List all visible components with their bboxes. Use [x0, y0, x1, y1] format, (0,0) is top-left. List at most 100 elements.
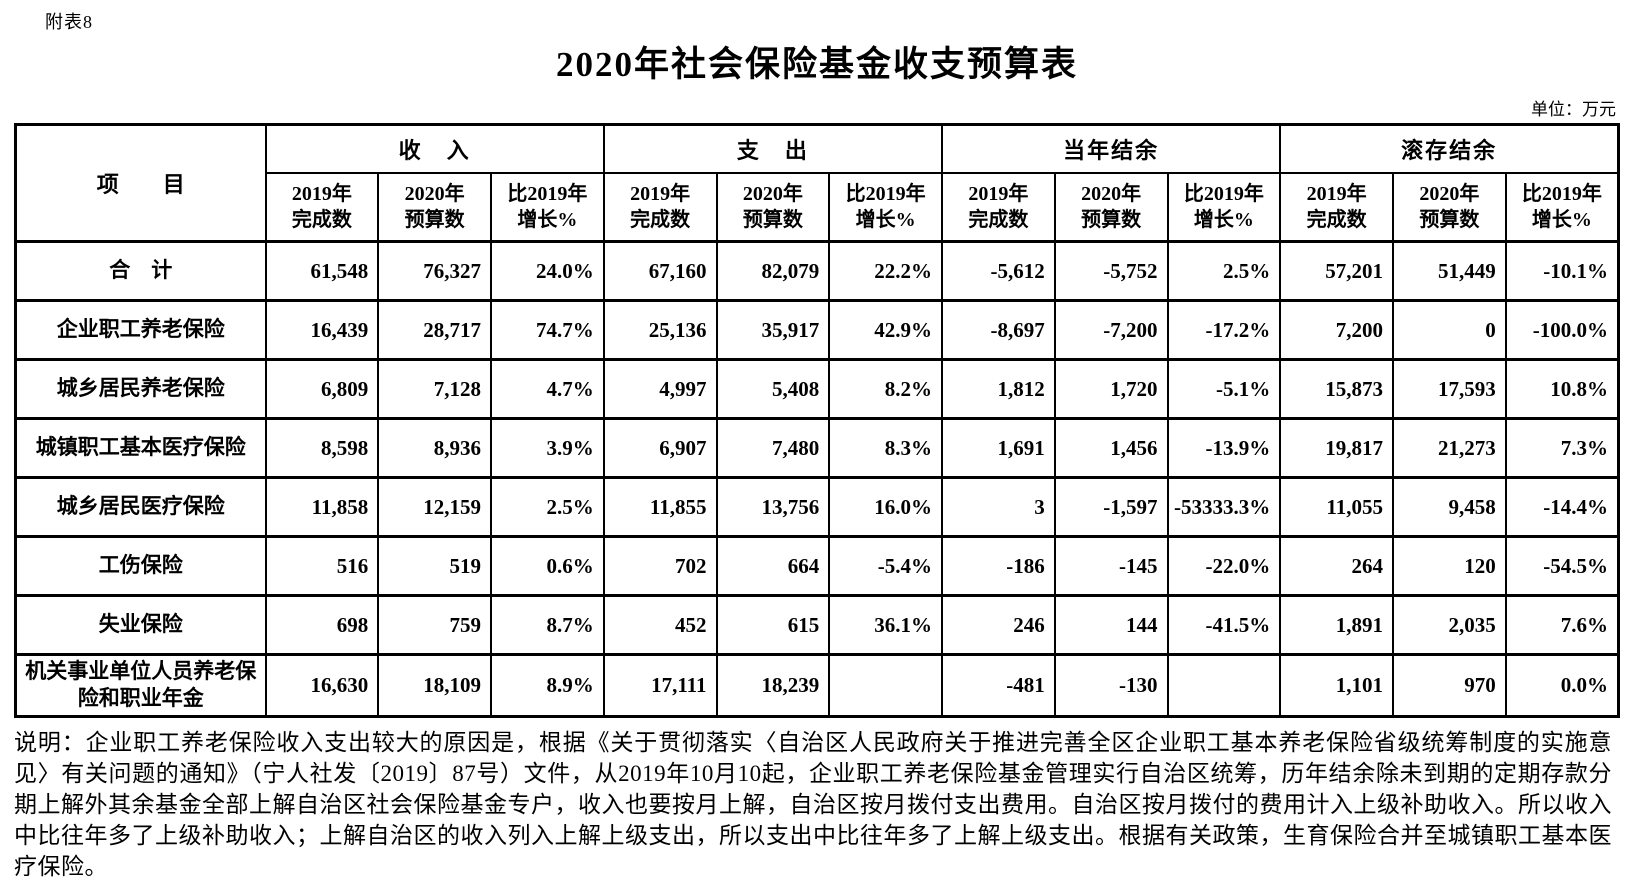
value-cell: 2.5% [490, 476, 605, 538]
value-cell: 17,593 [1392, 358, 1507, 420]
value-cell: 759 [377, 594, 492, 656]
sub-header-line2: 增长% [855, 209, 916, 231]
table-row: 工伤保险 516 519 0.6% 702 664 -5.4% -186 -145 -22.0% 2… [14, 535, 1620, 597]
value-cell: 11,055 [1279, 476, 1394, 538]
sub-header-line2: 增长% [1531, 209, 1592, 231]
sub-header-line1: 2020年 [1419, 183, 1480, 205]
value-cell: 35,917 [715, 299, 831, 361]
value-cell: 67,160 [602, 240, 718, 302]
sub-header-line2: 增长% [517, 209, 578, 231]
value-cell: 1,812 [941, 358, 1056, 420]
value-cell: 8.3% [828, 417, 943, 479]
value-cell: 0 [1392, 299, 1507, 361]
sub-header-line2: 增长% [1193, 209, 1254, 231]
sub-header-line2: 完成数 [291, 209, 352, 231]
value-cell: 22.2% [828, 240, 943, 302]
value-cell: 15,873 [1279, 358, 1394, 420]
value-cell: 120 [1392, 535, 1507, 597]
sub-header-accumulated-balance-2: 比2019年 增长% [1504, 172, 1620, 243]
value-cell: 8.2% [828, 358, 943, 420]
sub-header-expenditure-2: 比2019年 增长% [828, 172, 943, 243]
group-header-row: 项 目 收 入 支 出 当年结余 滚存结余 [14, 123, 1620, 243]
value-cell: 264 [1279, 535, 1394, 597]
value-cell: 664 [715, 535, 831, 597]
row-label: 企业职工养老保险 [14, 299, 267, 361]
sub-header-expenditure-1: 2020年预算数 [715, 172, 831, 243]
value-cell: 970 [1392, 653, 1507, 718]
sub-header-line1: 2019年 [630, 183, 691, 205]
value-cell: 42.9% [828, 299, 943, 361]
value-cell: 51,449 [1392, 240, 1507, 302]
row-label: 工伤保险 [14, 535, 267, 597]
value-cell: 1,891 [1279, 594, 1394, 656]
value-cell: 8,598 [264, 417, 380, 479]
value-cell: 8.9% [490, 653, 605, 718]
page-title: 2020年社会保险基金收支预算表 [555, 45, 1078, 84]
group-header-expenditure: 支 出 [602, 123, 944, 174]
value-cell: 1,691 [941, 417, 1056, 479]
value-cell: 19,817 [1279, 417, 1394, 479]
value-cell: 7,128 [377, 358, 492, 420]
sub-header-income-2: 比2019年 增长% [490, 172, 605, 243]
sub-header-income-1: 2020年 预算数 [377, 172, 492, 243]
value-cell: 8,936 [377, 417, 492, 479]
value-cell: 7,200 [1279, 299, 1394, 361]
sub-header-line1: 2020年 [1081, 183, 1142, 205]
value-cell: 3 [941, 476, 1056, 538]
value-cell: 57,201 [1279, 240, 1394, 302]
value-cell: 4.7% [490, 358, 605, 420]
table-row: 城乡居民医疗保险 11,858 12,159 2.5% 11,855 13,756 16.0… [14, 476, 1620, 538]
sub-header-line2: 预算数 [1081, 209, 1142, 231]
sub-header-accumulated-balance-1: 2020年 预算数 [1392, 172, 1507, 243]
sub-header-line1: 2020年 [742, 183, 803, 205]
value-cell: 76,327 [377, 240, 492, 302]
value-cell: -5,612 [941, 240, 1056, 302]
value-cell: -186 [941, 535, 1056, 597]
value-cell: 452 [602, 594, 718, 656]
table-row: 城镇职工基本医疗保险 8,598 8,936 3.9% 6,907 7,480 8.3% 1,… [14, 417, 1620, 479]
value-cell: 702 [602, 535, 718, 597]
sub-header-line1: 比2019年 [1521, 183, 1602, 205]
value-cell: -5.4% [828, 535, 943, 597]
sub-header-line2: 完成数 [630, 209, 691, 231]
value-cell: 11,858 [264, 476, 380, 538]
value-cell: 0.6% [490, 535, 605, 597]
value-cell: -5.1% [1166, 358, 1282, 420]
table-header: 项 目 收 入 支 出 当年结余 滚存结余 2019年 完成数 2020年 预算数 比2… [14, 123, 1620, 243]
value-cell: 246 [941, 594, 1056, 656]
row-label: 城乡居民养老保险 [14, 358, 267, 420]
appendix-label: 附表8 [45, 12, 93, 32]
value-cell: -1,597 [1053, 476, 1169, 538]
value-cell: 25,136 [602, 299, 718, 361]
row-label: 失业保险 [14, 594, 267, 656]
page: 附表8 2020年社会保险基金收支预算表 单位：万元 项 目 收 入 支 出 当… [0, 8, 1625, 882]
sub-header-line1: 2019年 [291, 183, 352, 205]
sub-header-line2: 预算数 [742, 209, 803, 231]
sub-header-line2: 完成数 [1306, 209, 1367, 231]
sub-header-line1: 比2019年 [845, 183, 926, 205]
sub-header-expenditure-0: 2019年完成数 [602, 172, 718, 243]
value-cell: 4,997 [602, 358, 718, 420]
row-label: 城乡居民医疗保险 [14, 476, 267, 538]
value-cell: 7.6% [1504, 594, 1620, 656]
table-row: 城乡居民养老保险 6,809 7,128 4.7% 4,997 5,408 8.2% 1,81… [14, 358, 1620, 420]
sub-header-accumulated-balance-0: 2019年 完成数 [1279, 172, 1394, 243]
value-cell: 9,458 [1392, 476, 1507, 538]
sub-header-line1: 比2019年 [507, 183, 588, 205]
value-cell: -130 [1053, 653, 1169, 718]
group-header-income: 收 入 [264, 123, 605, 174]
sub-header-current-year-balance-2: 比2019年 增长% [1166, 172, 1282, 243]
sub-header-current-year-balance-1: 2020年预算数 [1053, 172, 1169, 243]
value-cell: 16,630 [264, 653, 380, 718]
value-cell: 2.5% [1166, 240, 1282, 302]
value-cell: -54.5% [1504, 535, 1620, 597]
value-cell: 61,548 [264, 240, 380, 302]
budget-table: 项 目 收 入 支 出 当年结余 滚存结余 2019年 完成数 2020年 预算数 比2… [14, 123, 1620, 718]
value-cell: -7,200 [1053, 299, 1169, 361]
item-column-header: 项 目 [14, 123, 267, 243]
sub-header-row: 2019年 完成数 2020年 预算数 比2019年 增长% 2019年 完成数 2020年 预算… [16, 172, 1620, 243]
table-row: 企业职工养老保险 16,439 28,717 74.7% 25,136 35,917 42.… [14, 299, 1620, 361]
value-cell: 13,756 [715, 476, 831, 538]
value-cell: 28,717 [377, 299, 492, 361]
value-cell: -22.0% [1166, 535, 1282, 597]
